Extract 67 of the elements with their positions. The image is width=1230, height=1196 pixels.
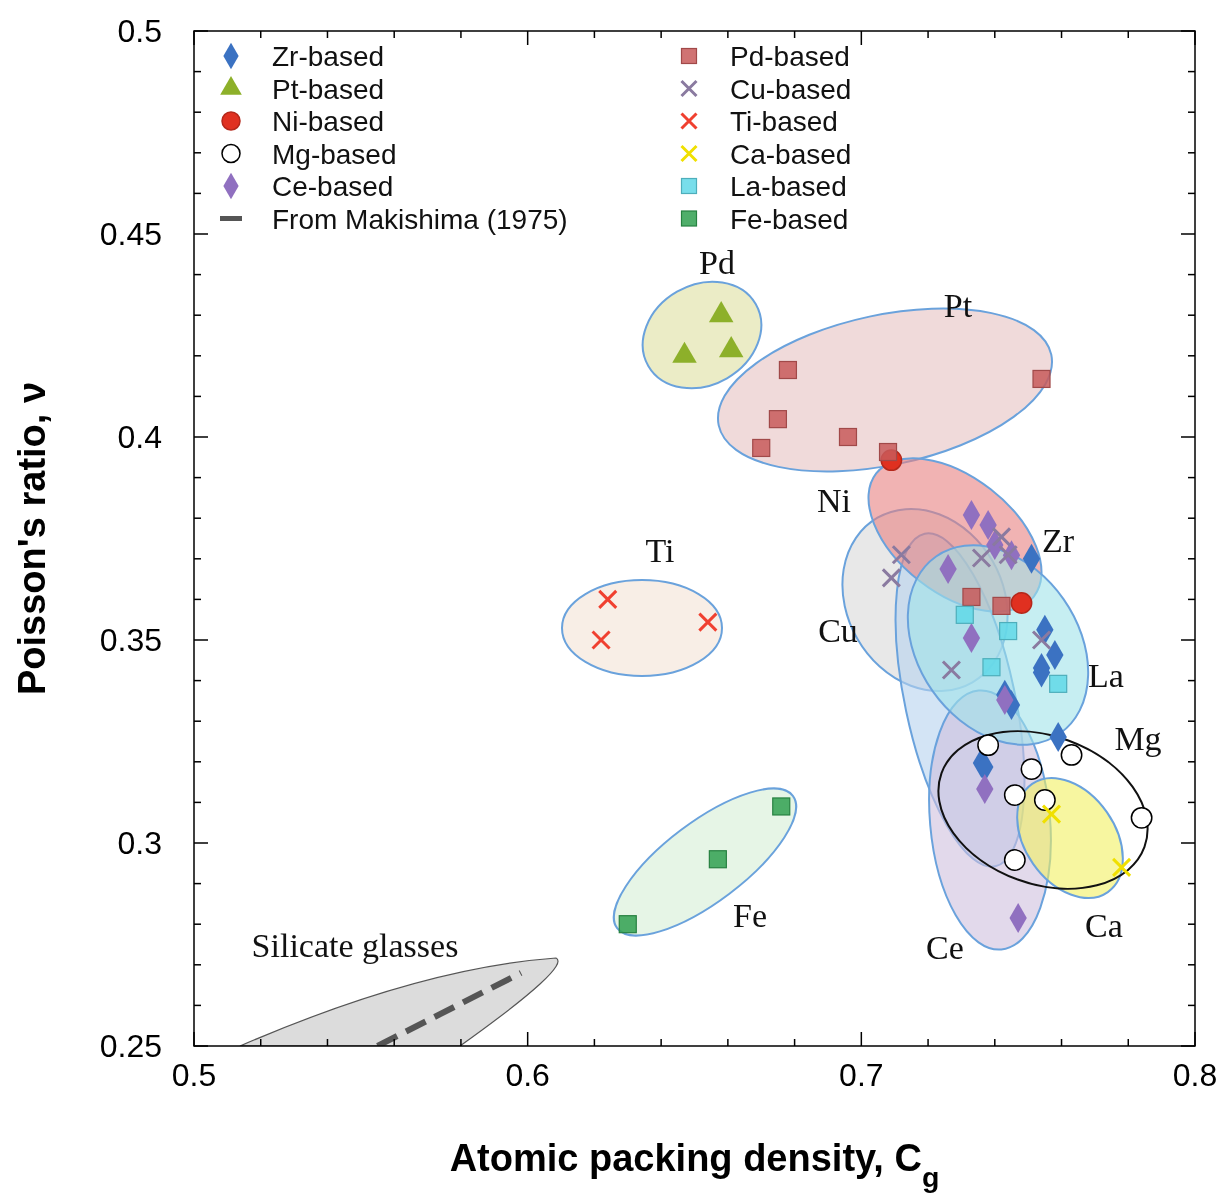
point — [1111, 857, 1132, 878]
y-tick-label: 0.3 — [117, 825, 162, 861]
annotation: Ti — [645, 532, 675, 569]
point — [991, 526, 1012, 547]
point — [1033, 789, 1056, 811]
point — [999, 621, 1018, 641]
point — [977, 734, 1000, 757]
y-tick-label: 0.4 — [117, 419, 162, 455]
annotation: Ca — [1085, 907, 1123, 944]
point — [1020, 758, 1043, 781]
point — [982, 658, 1001, 677]
x-tick-label: 0.7 — [839, 1057, 884, 1093]
annotation: Pd — [699, 244, 735, 281]
point — [1003, 849, 1026, 871]
point — [998, 544, 1019, 565]
x-tick-label: 0.6 — [505, 1057, 550, 1093]
point — [708, 850, 727, 869]
point — [1041, 804, 1062, 825]
legend-label: Ca-based — [730, 138, 852, 170]
x-tick-label: 0.8 — [1172, 1057, 1218, 1093]
legend-label: Cu-based — [730, 73, 852, 105]
legend-label: Zr-based — [272, 41, 385, 72]
point — [697, 612, 718, 633]
point — [891, 544, 912, 565]
point — [618, 915, 637, 934]
x-tick-label: 0.5 — [171, 1057, 217, 1093]
annotation: La — [1088, 657, 1124, 694]
point — [881, 567, 902, 588]
legend-label: Ce-based — [272, 171, 394, 202]
point — [1031, 630, 1052, 650]
point — [1049, 674, 1068, 693]
legend-label: Fe-based — [730, 203, 849, 235]
y-axis-title: Poisson's ratio, ν — [11, 381, 53, 696]
legend-label: Pt-based — [272, 73, 385, 105]
point — [1032, 369, 1051, 389]
annotation: Fe — [733, 897, 767, 934]
point — [838, 427, 858, 447]
point — [591, 630, 612, 650]
annotation: Mg — [1114, 720, 1162, 757]
annotation: Ni — [817, 482, 851, 519]
point — [992, 596, 1011, 615]
point — [768, 410, 788, 429]
legend-label: Ni-based — [272, 106, 385, 137]
point — [1003, 784, 1026, 807]
annotation: Zr — [1041, 522, 1075, 559]
point — [878, 442, 898, 462]
point — [597, 589, 618, 610]
annotation: Ce — [926, 929, 964, 966]
point — [1010, 592, 1033, 614]
legend-label: Mg-based — [272, 138, 397, 170]
y-tick-label: 0.25 — [99, 1028, 162, 1064]
point — [752, 438, 771, 458]
point — [962, 587, 981, 607]
y-tick-label: 0.35 — [99, 622, 162, 658]
point — [778, 360, 798, 380]
legend-label: Pd-based — [730, 41, 850, 72]
y-tick-label: 0.45 — [99, 216, 162, 252]
legend-label: Ti-based — [730, 106, 838, 137]
y-tick-label: 0.5 — [117, 13, 162, 49]
point — [955, 605, 974, 624]
x-axis-title: Atomic packing density, C$_{g}$ — [449, 1137, 940, 1193]
point — [941, 660, 962, 681]
annotation: Silicate glasses — [251, 927, 459, 964]
legend-label: From Makishima (1975) — [272, 203, 568, 235]
point — [772, 797, 791, 816]
point — [971, 547, 992, 568]
legend-label: La-based — [730, 171, 847, 202]
